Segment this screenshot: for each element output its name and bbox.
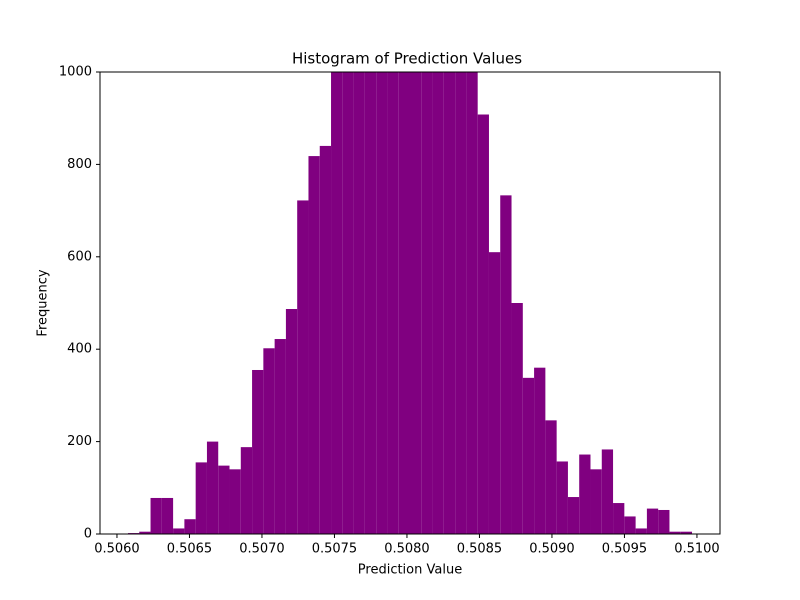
plot-frame	[99, 71, 721, 535]
bar	[173, 528, 185, 534]
bar	[398, 72, 410, 534]
bar	[488, 252, 501, 534]
chart-title: Histogram of Prediction Values	[292, 50, 522, 68]
bar	[319, 145, 332, 534]
bar	[500, 195, 512, 534]
bar	[139, 531, 151, 534]
y-tick-label: 200	[67, 434, 92, 449]
bar	[680, 531, 693, 534]
bar	[567, 497, 580, 534]
bar	[263, 348, 275, 534]
bar	[432, 72, 444, 534]
bar	[387, 72, 399, 534]
bar	[522, 377, 535, 534]
bar	[218, 465, 230, 534]
bar	[443, 72, 456, 534]
bar	[635, 528, 647, 534]
bar	[364, 72, 377, 534]
y-tick-label: 0	[84, 527, 92, 542]
x-tick-label: 0.5090	[529, 542, 575, 557]
y-tick-label: 800	[67, 157, 92, 172]
y-axis-label: Frequency	[36, 269, 51, 336]
bar	[658, 509, 670, 534]
y-tick-label: 1000	[59, 65, 92, 80]
x-tick-label: 0.5080	[384, 542, 430, 557]
bar	[353, 72, 365, 534]
x-tick-label: 0.5100	[674, 542, 720, 557]
bar	[240, 447, 253, 534]
bar	[534, 367, 546, 534]
bar	[285, 309, 298, 534]
bar	[331, 72, 343, 534]
bar	[308, 156, 320, 534]
x-tick-label: 0.5095	[602, 542, 648, 557]
bar	[511, 303, 523, 534]
bar	[252, 369, 264, 534]
bar	[410, 72, 422, 534]
bar	[466, 72, 478, 534]
bar	[195, 462, 207, 534]
x-tick-label: 0.5065	[167, 542, 213, 557]
bar	[669, 531, 681, 534]
bar	[421, 72, 433, 534]
bar	[274, 339, 286, 534]
bars	[127, 72, 693, 534]
x-tick-label: 0.5070	[239, 542, 285, 557]
bar	[477, 114, 489, 534]
x-tick-label: 0.5075	[312, 542, 358, 557]
bar	[579, 454, 591, 534]
bar	[556, 461, 568, 534]
bar	[206, 441, 219, 534]
bar	[161, 497, 174, 534]
bar	[646, 508, 659, 534]
bar	[613, 503, 625, 534]
x-axis-label: Prediction Value	[358, 563, 462, 578]
y-tick-label: 600	[67, 249, 92, 264]
x-tick-label: 0.5060	[94, 542, 140, 557]
bar	[297, 200, 309, 534]
x-tick-label: 0.5085	[457, 542, 503, 557]
bar	[455, 72, 467, 534]
bar	[590, 469, 602, 534]
bar	[545, 420, 557, 534]
bar	[376, 72, 388, 534]
bar	[184, 519, 196, 534]
bar	[150, 497, 162, 534]
bar	[601, 449, 614, 534]
y-tick-label: 400	[67, 342, 92, 357]
bar	[624, 516, 636, 534]
bar	[342, 72, 354, 534]
bar	[229, 469, 241, 534]
